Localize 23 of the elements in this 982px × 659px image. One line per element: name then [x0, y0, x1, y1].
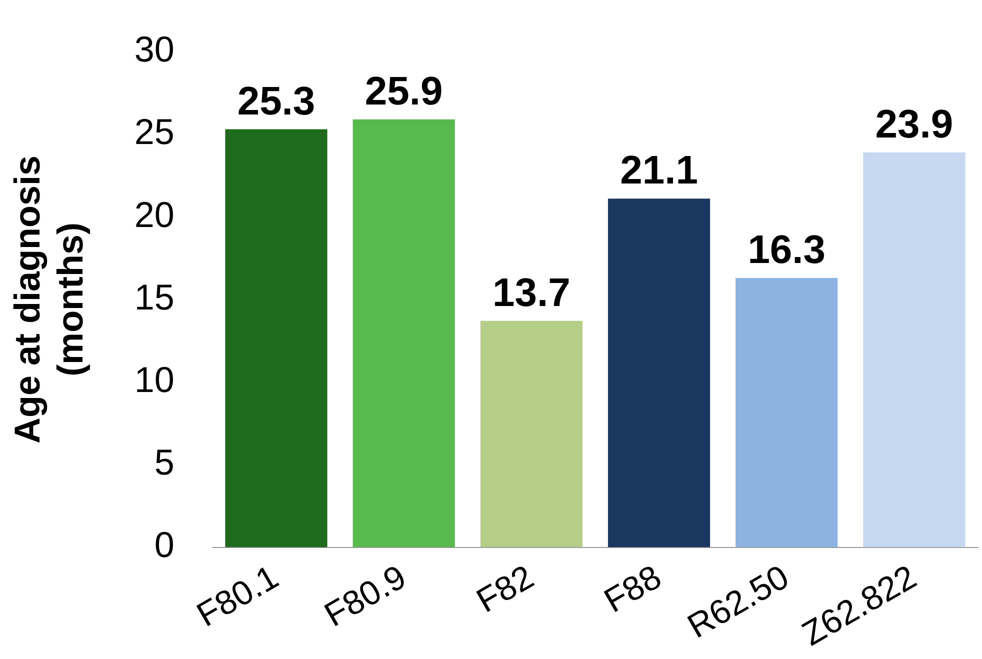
x-tick-label: F88: [598, 558, 668, 620]
data-label: 16.3: [748, 228, 826, 272]
x-tick-label: F82: [470, 558, 540, 620]
text: Age at diagnosis: [6, 155, 48, 444]
data-label: 23.9: [875, 102, 954, 146]
bar: [352, 119, 455, 548]
data-label: 21.1: [620, 148, 698, 193]
text: (months): [50, 222, 91, 376]
bar: [225, 129, 328, 548]
data-label: 13.7: [492, 270, 570, 315]
bar: [608, 198, 710, 548]
y-tick-label: 15: [134, 276, 174, 318]
y-tick-label: 25: [134, 111, 174, 152]
data-label: 25.9: [364, 69, 443, 114]
bar: [736, 278, 838, 548]
y-tick-label: 30: [134, 28, 174, 70]
y-tick-label: 20: [134, 194, 174, 235]
y-tick-label: 0: [154, 524, 174, 566]
bar: [863, 152, 966, 548]
data-label: 25.3: [237, 79, 316, 124]
y-tick-label: 5: [154, 442, 174, 483]
y-tick-label: 10: [134, 358, 174, 400]
bar: [480, 320, 582, 548]
